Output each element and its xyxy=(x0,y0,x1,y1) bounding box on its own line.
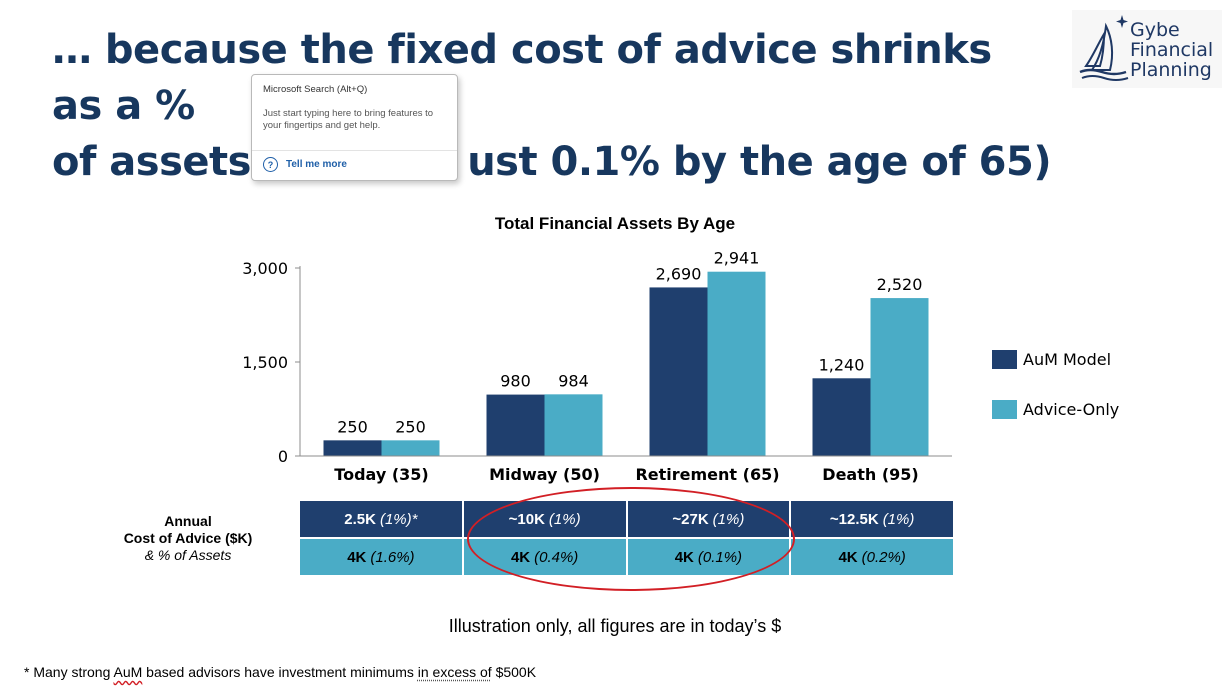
sailboat-icon xyxy=(1079,15,1129,81)
bar-data-label: 250 xyxy=(395,417,426,436)
title-line-2-start: of assets ( xyxy=(52,139,283,185)
cell-value: ~12.5K xyxy=(829,510,879,528)
x-tick-label: Retirement (65) xyxy=(635,465,779,484)
tooltip-title: Microsoft Search (Alt+Q) xyxy=(263,84,368,95)
bar-data-label: 1,240 xyxy=(819,355,865,374)
cost-label-line-1: Annual xyxy=(164,513,212,529)
cost-label-line-3: & % of Assets xyxy=(144,547,232,563)
y-tick-label: 1,500 xyxy=(242,353,288,372)
aum-cost-cell: ~12.5K (1%) xyxy=(791,501,953,539)
company-logo: Gybe Financial Planning xyxy=(1072,10,1222,88)
legend-swatch xyxy=(992,350,1017,369)
bar-aum-model xyxy=(486,394,545,456)
bars: 250 250 980 984 2,690 2,941 1,240 2,520 xyxy=(323,249,929,456)
logo-line-1: Gybe xyxy=(1130,19,1180,41)
legend-label: AuM Model xyxy=(1023,350,1111,369)
cell-value: 2.5K xyxy=(344,510,376,528)
chart-title: Total Financial Assets By Age xyxy=(495,214,735,233)
bar-advice-only xyxy=(870,298,929,456)
y-axis: 0 1,500 3,000 xyxy=(242,259,301,466)
bar-aum-model xyxy=(323,440,382,456)
cell-pct: (0.2%) xyxy=(861,548,906,566)
cell-pct: (1%)* xyxy=(379,510,418,528)
footnote-part-1: * Many strong xyxy=(24,664,114,680)
aum-cost-cell: 2.5K (1%)* xyxy=(300,501,464,539)
title-line-1: … because the fixed cost of advice shrin… xyxy=(52,27,992,129)
cell-value: 4K xyxy=(347,548,367,566)
tell-me-more-link[interactable]: ? Tell me more xyxy=(263,157,347,172)
bar-aum-model xyxy=(812,378,871,456)
logo-line-2: Financial xyxy=(1130,39,1214,61)
legend-label: Advice-Only xyxy=(1023,400,1119,419)
advice-cost-cell: 4K (1.6%) xyxy=(300,539,464,577)
bar-data-label: 2,941 xyxy=(714,249,760,268)
cell-pct: (1%) xyxy=(882,510,915,528)
cost-of-advice-label: Annual Cost of Advice ($K) & % of Assets xyxy=(108,513,268,564)
cell-pct: (1.6%) xyxy=(370,548,415,566)
x-axis: Today (35) Midway (50) Retirement (65) Deat… xyxy=(300,455,952,484)
bar-advice-only xyxy=(544,394,603,456)
bar-chart: Total Financial Assets By Age 0 1,500 3,00… xyxy=(242,214,1119,484)
bar-advice-only xyxy=(381,440,440,456)
bar-aum-model xyxy=(649,287,708,456)
y-tick-label: 3,000 xyxy=(242,259,288,278)
legend: AuM Model Advice-Only xyxy=(992,350,1119,419)
help-circle-icon: ? xyxy=(263,157,278,172)
tooltip-divider xyxy=(252,150,457,151)
bar-data-label: 2,520 xyxy=(877,275,923,294)
y-tick-label: 0 xyxy=(278,447,288,466)
search-tooltip: Microsoft Search (Alt+Q) Just start typi… xyxy=(251,74,458,181)
footnote-part-5: $500K xyxy=(491,664,537,680)
logo-text: Gybe Financial Planning xyxy=(1130,20,1213,80)
slide-title: … because the fixed cost of advice shrin… xyxy=(52,22,1052,190)
tooltip-body: Just start typing here to bring features… xyxy=(263,108,434,131)
x-tick-label: Midway (50) xyxy=(489,465,600,484)
x-tick-label: Today (35) xyxy=(334,465,428,484)
illustration-caption: Illustration only, all figures are in to… xyxy=(448,616,782,636)
cost-label-line-2: Cost of Advice ($K) xyxy=(123,530,253,546)
cell-value: 4K xyxy=(838,548,858,566)
footnote: * Many strong AuM based advisors have in… xyxy=(24,664,536,680)
legend-swatch xyxy=(992,400,1017,419)
logo-line-3: Planning xyxy=(1130,59,1212,81)
tell-me-more-label: Tell me more xyxy=(286,159,347,170)
bar-advice-only xyxy=(707,271,766,456)
title-line-2: of assets ( ust 0.1% by the age of 65) xyxy=(52,134,1052,190)
bar-data-label: 250 xyxy=(337,417,368,436)
bar-data-label: 2,690 xyxy=(656,264,702,283)
x-tick-label: Death (95) xyxy=(822,465,918,484)
footnote-part-2: AuM xyxy=(113,664,143,680)
bar-data-label: 984 xyxy=(558,371,589,390)
advice-cost-cell: 4K (0.2%) xyxy=(791,539,953,577)
title-line-2-end: ust 0.1% by the age of 65) xyxy=(467,139,1052,185)
footnote-part-3: based advisors have investment minimums xyxy=(142,664,418,680)
bar-data-label: 980 xyxy=(500,372,531,391)
highlight-ellipse xyxy=(467,487,795,591)
footnote-part-4: in excess of xyxy=(417,664,492,680)
